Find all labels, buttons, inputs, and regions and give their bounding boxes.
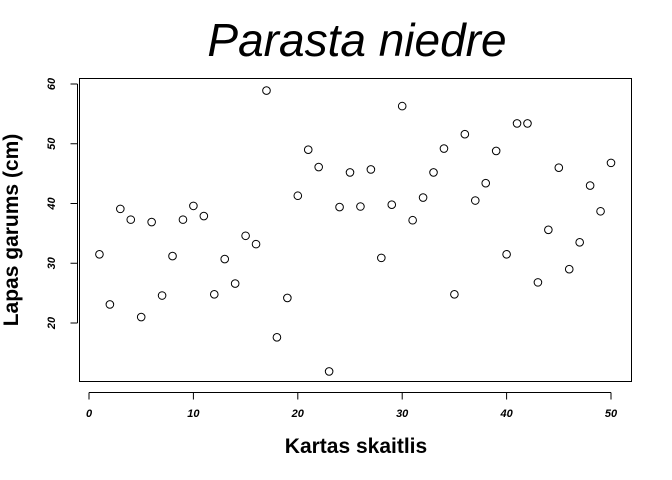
data-point — [230, 279, 240, 288]
data-point — [418, 193, 428, 202]
data-point — [324, 367, 334, 376]
x-tick-label: 30 — [396, 408, 409, 420]
y-tick-label: 50 — [46, 137, 58, 150]
data-point — [105, 300, 115, 309]
data-point — [126, 215, 136, 224]
data-point — [251, 239, 261, 249]
data-point — [189, 201, 198, 211]
data-point — [575, 238, 584, 247]
data-point — [377, 253, 386, 263]
data-point — [481, 178, 491, 188]
y-axis: 20 30 40 50 60 — [46, 77, 78, 330]
data-point — [157, 291, 167, 300]
data-point — [116, 204, 125, 214]
data-point — [460, 129, 470, 139]
data-point — [95, 249, 104, 259]
data-point — [262, 86, 271, 95]
data-point — [564, 264, 574, 274]
data-point — [470, 196, 480, 205]
data-point — [606, 158, 616, 168]
data-point — [491, 146, 501, 156]
data-point — [283, 293, 292, 303]
data-point — [314, 162, 323, 172]
y-tick-label: 40 — [46, 197, 58, 211]
data-point — [366, 165, 376, 174]
data-point — [272, 333, 282, 342]
x-tick-label: 40 — [499, 408, 513, 420]
data-point — [408, 215, 417, 225]
data-point — [429, 168, 438, 177]
x-tick-label: 10 — [187, 408, 200, 420]
data-point — [345, 168, 355, 177]
data-point — [502, 249, 511, 259]
data-point — [168, 251, 177, 261]
data-point — [136, 312, 146, 322]
data-point — [439, 144, 449, 153]
data-point — [293, 191, 303, 201]
y-tick-label: 20 — [46, 316, 58, 330]
data-point — [450, 290, 459, 299]
data-point — [178, 215, 188, 224]
data-point — [199, 211, 209, 221]
data-point — [356, 202, 365, 211]
data-point — [387, 200, 397, 209]
data-point — [533, 278, 543, 287]
data-point — [220, 254, 230, 264]
data-point — [335, 202, 344, 212]
x-axis-label: Kartas skaitlis — [285, 435, 427, 458]
x-tick-label: 50 — [605, 408, 618, 420]
data-point — [554, 163, 564, 172]
x-tick-label: 20 — [291, 408, 305, 420]
data-points — [95, 86, 616, 376]
data-point — [241, 231, 250, 241]
data-point — [303, 145, 313, 155]
data-point — [512, 119, 522, 128]
y-tick-label: 60 — [46, 77, 58, 90]
x-tick-label: 0 — [86, 408, 93, 420]
y-axis-label: Lapas garums (cm) — [0, 134, 23, 327]
data-point — [523, 119, 532, 128]
chart-title: Parasta niedre — [207, 14, 506, 66]
data-point — [209, 290, 219, 299]
data-point — [397, 101, 407, 111]
plot-area — [79, 78, 632, 382]
y-tick-label: 30 — [46, 256, 58, 269]
data-point — [147, 217, 156, 227]
data-point — [585, 181, 595, 190]
x-axis: 0 10 20 30 40 50 — [86, 392, 618, 420]
data-point — [596, 206, 605, 216]
data-point — [544, 225, 553, 235]
